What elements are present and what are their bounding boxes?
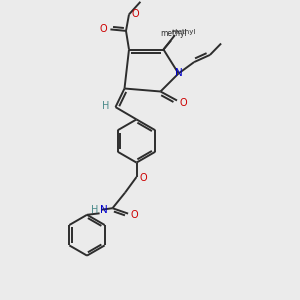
Text: O: O <box>180 98 188 108</box>
Text: O: O <box>100 23 108 34</box>
Text: H: H <box>91 205 98 215</box>
Text: O: O <box>131 210 139 220</box>
Text: O: O <box>132 8 140 19</box>
Text: H: H <box>102 100 110 111</box>
Text: O: O <box>139 173 147 183</box>
Text: methyl: methyl <box>160 29 188 38</box>
Text: N: N <box>100 205 107 215</box>
Text: methyl: methyl <box>171 29 196 35</box>
Text: N: N <box>175 68 183 79</box>
